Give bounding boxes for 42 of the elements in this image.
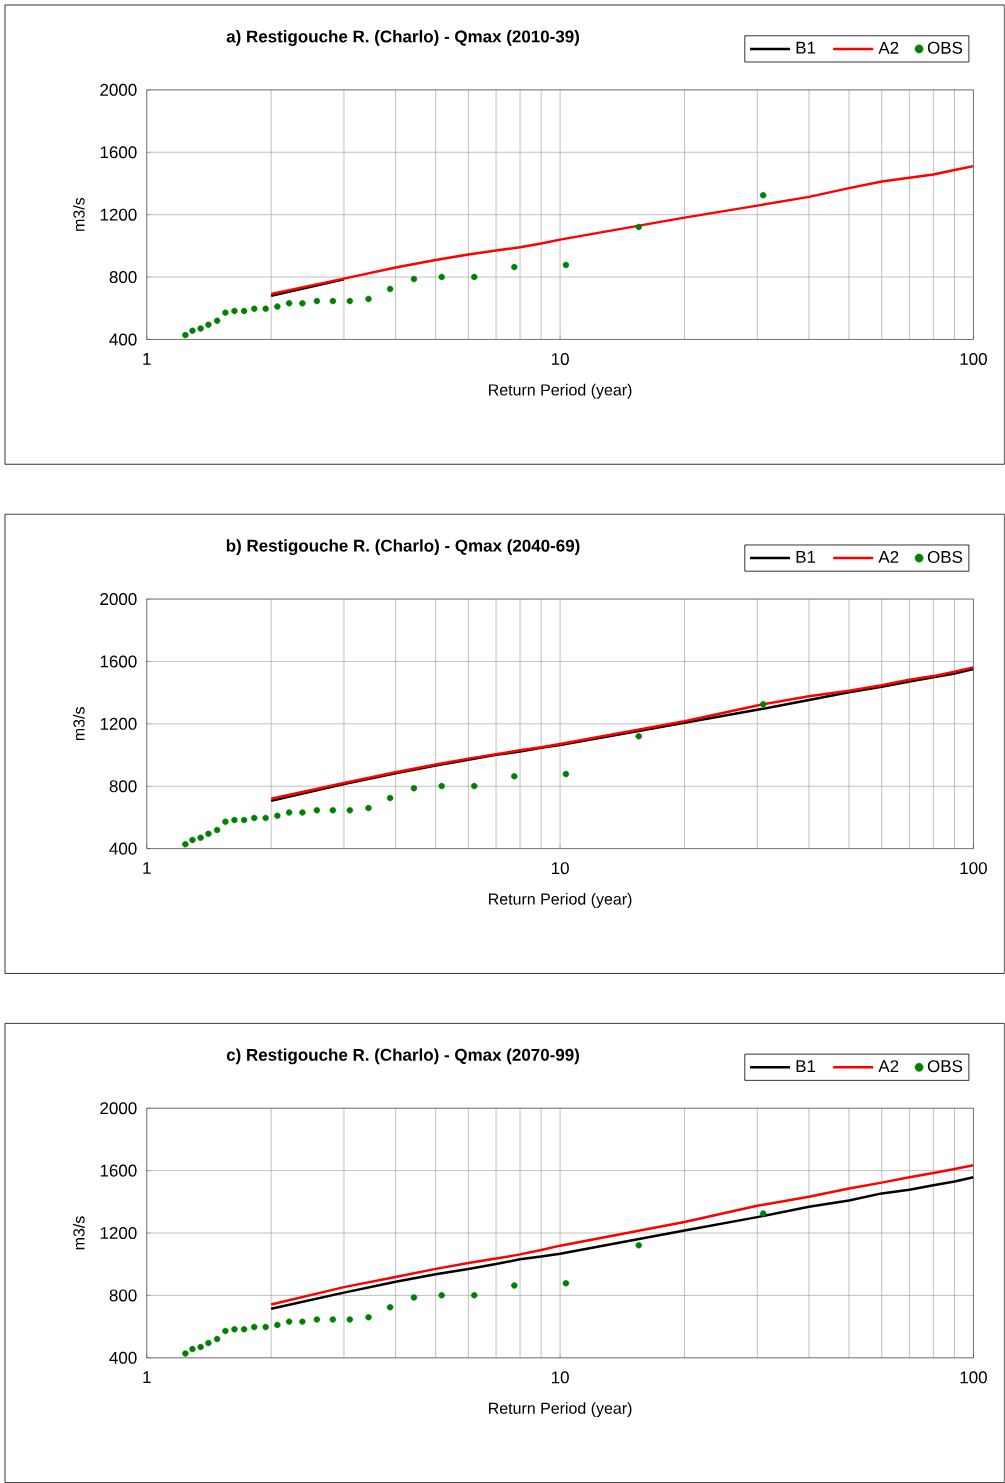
y-tick-label: 2000 [100, 83, 137, 96]
y-tick-label: 400 [109, 333, 137, 346]
x-axis-title: Return Period (year) [489, 893, 632, 908]
chart-title: c) Restigouche R. (Charlo) - Qmax (2070-99) [226, 1048, 580, 1065]
y-tick-label: 800 [109, 1289, 137, 1302]
y-tick-label: 2000 [100, 593, 137, 606]
y-tick-label: 800 [109, 780, 137, 793]
y-tick-label: 1600 [100, 655, 137, 668]
x-axis-title: Return Period (year) [489, 1402, 632, 1418]
y-tick-label: 1200 [100, 1227, 137, 1240]
legend-label: OBS [927, 41, 963, 54]
x-tick-label: 1 [143, 1371, 151, 1383]
x-tick-label: 100 [960, 352, 988, 365]
x-tick-label: 100 [960, 862, 988, 875]
legend-label: OBS [927, 1060, 963, 1073]
x-tick-label: 10 [552, 352, 569, 365]
x-tick-label: 10 [552, 862, 569, 875]
y-tick-label: 400 [109, 842, 137, 855]
legend-label: A2 [878, 41, 899, 54]
y-axis-title: m3/s [73, 707, 85, 741]
y-tick-label: 1600 [100, 146, 137, 159]
y-axis-title: m3/s [73, 197, 85, 231]
y-tick-label: 400 [109, 1351, 137, 1364]
y-tick-label: 1600 [100, 1164, 137, 1177]
x-tick-label: 10 [552, 1371, 569, 1384]
x-tick-label: 100 [960, 1371, 988, 1384]
y-tick-label: 1200 [100, 717, 137, 730]
legend-label: B1 [796, 41, 816, 54]
x-tick-label: 1 [143, 862, 151, 874]
legend-label: A2 [878, 550, 899, 563]
legend-label: B1 [796, 551, 816, 563]
chart-title: a) Restigouche R. (Charlo) - Qmax (2010-39) [226, 30, 580, 46]
legend-label: B1 [796, 1060, 816, 1072]
x-tick-label: 1 [143, 352, 151, 365]
y-tick-label: 1200 [100, 208, 137, 221]
y-axis-title: m3/s [73, 1216, 85, 1250]
x-axis-title: Return Period (year) [489, 383, 632, 399]
y-tick-label: 800 [109, 271, 137, 284]
legend-label: OBS [927, 550, 963, 563]
chart-title: b) Restigouche R. (Charlo) - Qmax (2040-69) [226, 539, 580, 556]
y-tick-label: 2000 [100, 1102, 137, 1115]
legend-label: A2 [878, 1060, 899, 1072]
